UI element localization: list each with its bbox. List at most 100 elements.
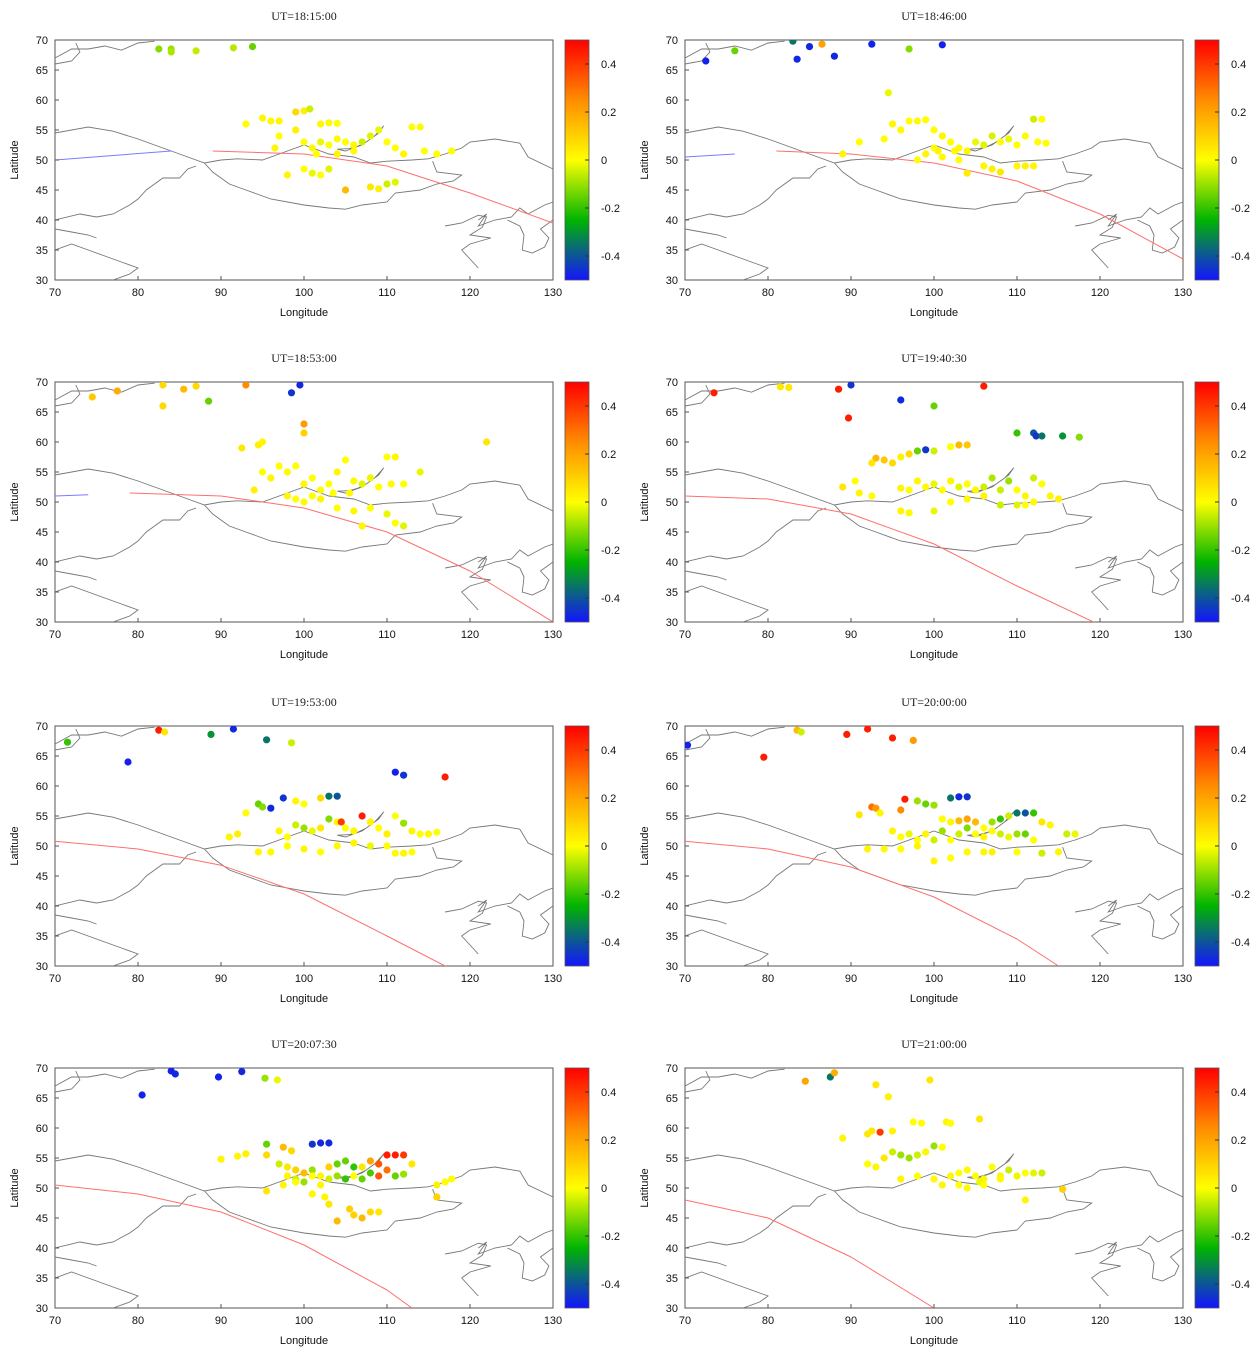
data-point	[408, 123, 416, 131]
data-point	[214, 1073, 223, 1081]
map-chart: UT=21:00:00 70 80 90 100 110 120 130 30 35 40 45 50 5…	[639, 1037, 1250, 1347]
data-point	[358, 1163, 366, 1171]
data-point	[938, 827, 946, 835]
data-point	[358, 812, 366, 820]
data-point	[938, 815, 946, 823]
x-tick-label: 120	[1091, 1315, 1109, 1327]
plot-area	[55, 40, 553, 280]
data-point	[963, 441, 971, 449]
data-point	[1038, 818, 1046, 826]
data-point	[321, 1193, 329, 1201]
data-point	[325, 141, 333, 149]
chart-title: UT=20:00:00	[901, 695, 966, 709]
x-tick-label: 90	[845, 973, 857, 985]
data-point	[955, 1181, 963, 1189]
data-point	[996, 138, 1004, 146]
data-point	[308, 1166, 316, 1174]
x-tick-label: 70	[679, 973, 691, 985]
data-point	[789, 40, 797, 45]
country-border	[55, 1068, 155, 1087]
y-tick-label: 40	[36, 215, 48, 227]
data-point	[333, 504, 341, 512]
y-tick-label: 70	[666, 1063, 678, 1075]
data-point	[279, 794, 287, 802]
y-tick-label: 50	[36, 497, 48, 509]
data-point	[242, 809, 250, 817]
y-tick-label: 45	[36, 185, 48, 197]
data-point	[880, 456, 888, 464]
data-point	[408, 827, 416, 835]
country-border	[1107, 201, 1183, 227]
data-point	[930, 447, 938, 455]
data-point	[333, 119, 341, 127]
data-point	[292, 108, 300, 116]
data-point	[400, 480, 408, 488]
data-point	[300, 1178, 308, 1186]
x-tick-label: 120	[1091, 629, 1109, 641]
data-point	[1021, 1169, 1029, 1177]
x-tick-label: 120	[461, 973, 479, 985]
data-point	[234, 1152, 242, 1160]
colorbar-tick-label: 0.2	[1231, 1135, 1246, 1147]
x-tick-label: 120	[1091, 973, 1109, 985]
data-point	[242, 382, 250, 389]
data-point	[947, 477, 955, 485]
data-point	[350, 141, 358, 149]
y-tick-label: 50	[36, 1183, 48, 1195]
data-point	[1013, 429, 1021, 437]
x-tick-label: 100	[925, 973, 943, 985]
data-point	[325, 1175, 333, 1183]
y-tick-label: 55	[36, 811, 48, 823]
data-point	[292, 1178, 300, 1186]
y-tick-label: 35	[36, 587, 48, 599]
data-point	[909, 1118, 917, 1126]
country-border	[685, 585, 769, 622]
colorbar-tick-label: 0	[601, 841, 607, 853]
map-chart: UT=18:46:00 70 80 90 100 110 120 130 30 35 40 45 50 5…	[639, 9, 1250, 319]
data-point	[930, 801, 938, 809]
data-point	[897, 126, 905, 134]
x-tick-label: 90	[845, 1315, 857, 1327]
data-point	[271, 144, 279, 152]
colorbar-tick-label: -0.4	[1231, 1279, 1250, 1291]
data-point	[400, 150, 408, 158]
data-point	[248, 43, 257, 51]
data-point	[930, 126, 938, 134]
x-tick-label: 110	[378, 287, 396, 299]
data-point	[872, 1081, 880, 1089]
data-point	[308, 492, 316, 500]
y-tick-label: 55	[36, 1153, 48, 1165]
data-point	[366, 1208, 374, 1216]
y-tick-label: 30	[666, 617, 678, 629]
data-point	[1038, 115, 1046, 123]
data-point	[963, 495, 971, 503]
data-point	[947, 498, 955, 506]
x-axis-label: Longitude	[910, 993, 958, 1005]
data-point	[901, 795, 909, 803]
data-point	[963, 147, 971, 155]
y-tick-label: 35	[36, 245, 48, 257]
country-border	[55, 243, 139, 280]
country-border	[55, 812, 553, 856]
country-border	[55, 165, 197, 221]
plot-area	[55, 1068, 553, 1308]
map-panel: UT=20:07:30 70 80 90 100 110 120 130 30 35 40 45 50 5…	[0, 1028, 630, 1368]
country-border	[685, 165, 827, 221]
x-tick-label: 100	[925, 1315, 943, 1327]
data-point	[1038, 1169, 1046, 1177]
data-point	[350, 477, 358, 485]
y-tick-label: 65	[36, 751, 48, 763]
y-tick-label: 70	[36, 721, 48, 733]
colorbar-tick-label: 0	[1231, 1183, 1237, 1195]
data-point	[234, 830, 242, 838]
colorbar-tick-label: 0.4	[1231, 401, 1246, 413]
y-tick-label: 65	[36, 1093, 48, 1105]
country-border	[1107, 887, 1183, 913]
data-point	[963, 169, 971, 177]
country-border	[685, 726, 785, 745]
data-point	[263, 1187, 271, 1195]
data-point	[350, 1163, 358, 1171]
data-point	[905, 117, 913, 125]
map-panel: UT=18:15:00 70 80 90 100 110 120 130 30 35 40 45 50 5…	[0, 0, 630, 340]
data-point	[963, 480, 971, 488]
